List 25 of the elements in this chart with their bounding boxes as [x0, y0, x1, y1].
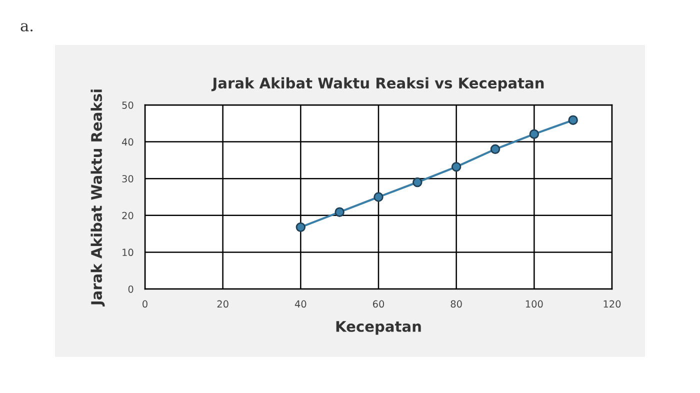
- x-tick-label: 0: [142, 300, 148, 308]
- point: [334, 207, 344, 217]
- x-tick-label: 100: [526, 300, 543, 308]
- point: [296, 222, 306, 232]
- point: [451, 162, 462, 172]
- y-tick-label: 30: [122, 175, 134, 182]
- x-tick-label: 60: [372, 300, 384, 308]
- x-axis-title: Kecepatan: [336, 321, 421, 335]
- y-tick-label: 20: [122, 212, 134, 220]
- point: [374, 192, 384, 202]
- y-tick-label: 40: [122, 138, 134, 146]
- point: [529, 129, 540, 139]
- x-tick-label: 40: [294, 300, 306, 308]
- x-tick-label: 20: [217, 300, 228, 308]
- y-tick-label: 50: [122, 101, 134, 109]
- y-tick-label: 10: [122, 248, 134, 256]
- point: [490, 144, 500, 154]
- point: [412, 177, 422, 188]
- x-tick-label: 120: [604, 300, 621, 308]
- point: [568, 115, 578, 125]
- y-tick-label: 0: [128, 285, 134, 293]
- text: a.: [20, 23, 33, 32]
- x-tick-label: 80: [450, 300, 462, 308]
- y-axis-title: Jarak Akibat Waktu Reaksi: [90, 90, 105, 306]
- chart-title: Jarak Akibat Waktu Reaksi vs Kecepatan: [211, 77, 544, 92]
